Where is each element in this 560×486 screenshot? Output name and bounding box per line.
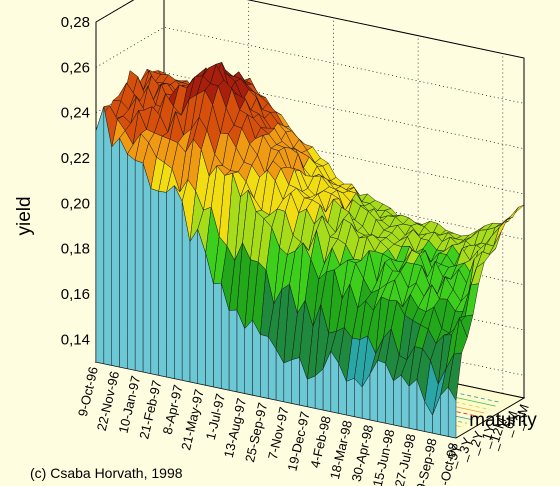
maturity-axis-label: maturity <box>469 410 537 431</box>
copyright-credit: (c) Csaba Horvath, 1998 <box>30 465 183 481</box>
z-gridline <box>95 117 525 195</box>
maturity-tick-label: _5Y <box>442 442 464 470</box>
surface-skirt <box>158 191 167 378</box>
surface-skirt <box>189 228 198 384</box>
z-tick-labels: 0,28 0,26 0,24 0,22 0,20 0,18 0,16 0,14 <box>61 14 90 348</box>
surface-skirt <box>174 185 183 381</box>
date-tick-label: 1-Jul-97 <box>203 392 228 441</box>
z-axis-label: yield <box>14 196 35 235</box>
surface-skirt <box>111 137 120 368</box>
z-tick-label: 0,26 <box>61 59 90 76</box>
surface-skirt <box>283 359 292 404</box>
surface-skirt <box>244 319 253 396</box>
surface-skirt <box>440 386 449 437</box>
z-tick-label: 0,28 <box>61 14 90 31</box>
surface-skirt <box>142 162 152 374</box>
surface-skirt <box>197 229 206 386</box>
surface-skirt <box>307 375 316 409</box>
surface-skirt <box>393 374 402 427</box>
surface-skirt <box>103 106 112 366</box>
maturity-tick-label: _2Y <box>465 429 487 457</box>
surface-skirt <box>228 309 238 392</box>
surface-skirt <box>291 357 300 406</box>
z-gridline <box>95 26 525 104</box>
z-gridline <box>95 72 525 150</box>
surface-skirt <box>150 188 159 376</box>
z-gridline <box>95 0 525 59</box>
surface-skirt <box>377 359 386 424</box>
surface-skirt <box>260 334 269 399</box>
date-tick-label: 9-Sep-98 <box>413 437 440 486</box>
yield-surface <box>95 61 525 439</box>
surface-skirt <box>346 377 355 417</box>
date-tick-label: 27-Jul-98 <box>392 432 419 486</box>
maturity-tick-label: _1Y <box>476 422 498 450</box>
date-tick-label: 9-Oct-96 <box>75 365 101 418</box>
surface-skirt <box>134 159 144 373</box>
surface-skirt <box>95 106 105 364</box>
surface-skirt <box>213 282 222 389</box>
z-tick-label: 0,22 <box>61 150 90 167</box>
surface-skirt <box>119 138 128 369</box>
surface-skirt <box>127 153 136 371</box>
z-gridline <box>95 162 525 240</box>
surface-skirt <box>408 378 418 430</box>
surface-skirt <box>314 368 324 411</box>
z-tick-label: 0,24 <box>61 105 90 122</box>
z-tick-label: 0,16 <box>61 286 90 303</box>
z-tick-label: 0,20 <box>61 195 90 212</box>
z-tick-label: 0,18 <box>61 241 90 258</box>
maturity-tick-label: _3Y <box>453 435 475 463</box>
surface-skirt <box>166 185 175 379</box>
z-tick-label: 0,14 <box>61 331 90 348</box>
date-tick-label: 8-Apr-97 <box>160 383 186 436</box>
